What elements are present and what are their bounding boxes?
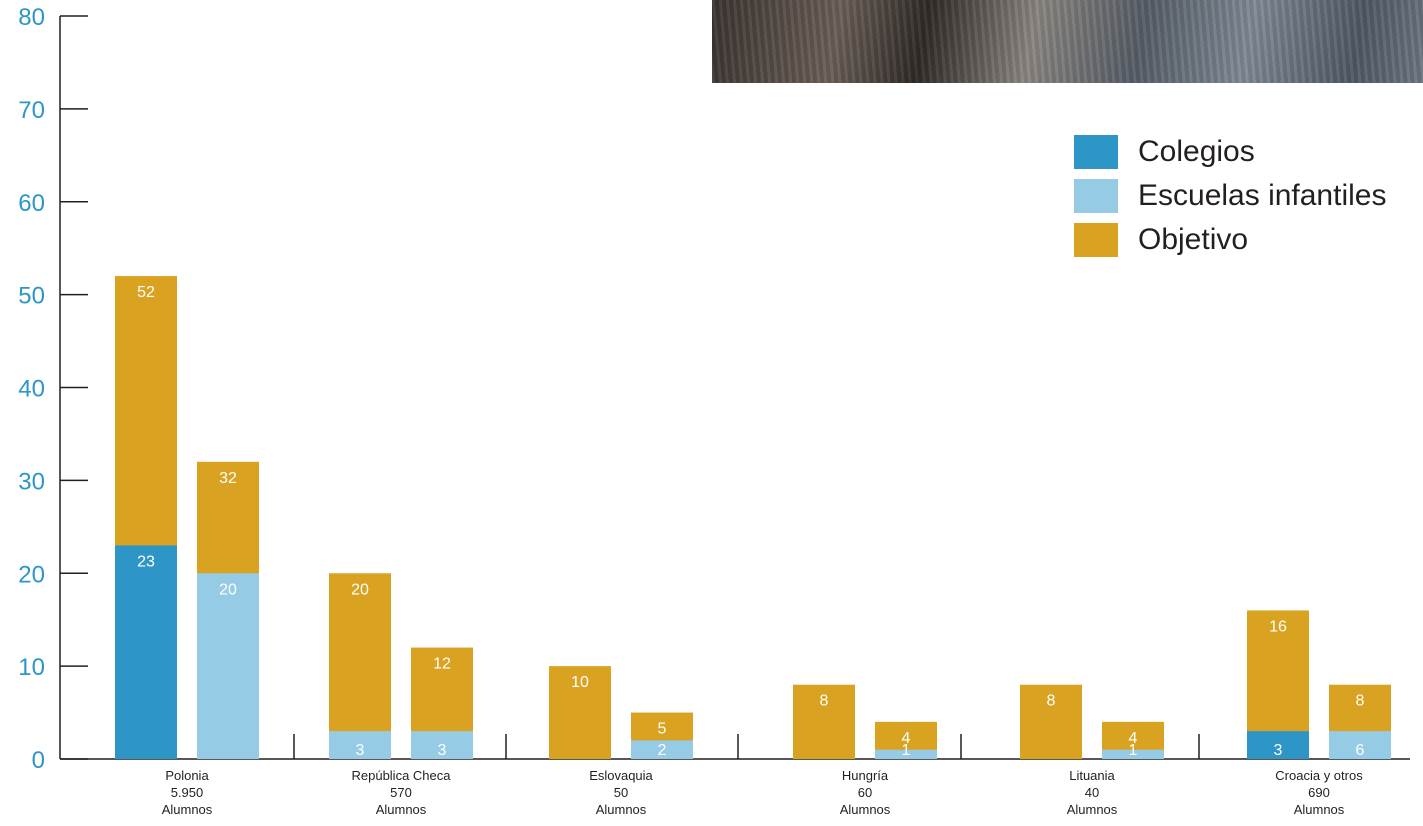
- category-name: Eslovaquia: [589, 768, 653, 783]
- data-label-base: 3: [1274, 742, 1283, 759]
- category-count: 5.950: [171, 785, 204, 800]
- y-tick-label: 0: [32, 747, 45, 774]
- data-label-objetivo: 4: [902, 730, 911, 747]
- data-label-objetivo: 32: [219, 470, 237, 487]
- data-label-objetivo: 5: [658, 721, 667, 738]
- bar-escuelas-infantiles: [875, 749, 937, 759]
- legend-item-colegios: Colegios: [1074, 130, 1386, 174]
- bar-escuelas-infantiles: [1102, 749, 1164, 759]
- y-tick-label: 70: [18, 97, 45, 124]
- category-unit: Alumnos: [162, 802, 213, 817]
- data-label-objetivo: 16: [1269, 618, 1287, 635]
- data-label-objetivo: 8: [820, 693, 829, 710]
- category-unit: Alumnos: [1067, 802, 1118, 817]
- bar-escuelas-infantiles: [1329, 731, 1391, 759]
- legend-label-colegios: Colegios: [1138, 135, 1255, 168]
- legend-item-objetivo: Objetivo: [1074, 218, 1386, 262]
- category-unit: Alumnos: [840, 802, 891, 817]
- category-unit: Alumnos: [1294, 802, 1345, 817]
- data-label-objetivo: 8: [1047, 693, 1056, 710]
- category-count: 40: [1085, 785, 1099, 800]
- legend-swatch-escuelas-infantiles: [1074, 179, 1118, 213]
- data-label-objetivo: 4: [1129, 730, 1138, 747]
- bar-escuelas-infantiles: [411, 731, 473, 759]
- bar-escuelas-infantiles: [329, 731, 391, 759]
- bar-escuelas-infantiles: [631, 740, 693, 759]
- data-label-objetivo: 10: [571, 674, 589, 691]
- category-name: Croacia y otros: [1275, 768, 1363, 783]
- data-label-base: 3: [356, 742, 365, 759]
- legend-label-objetivo: Objetivo: [1138, 223, 1249, 256]
- bar-escuelas-infantiles: [197, 573, 259, 759]
- category-name: República Checa: [351, 768, 451, 783]
- legend-label-escuelas-infantiles: Escuelas infantiles: [1138, 179, 1387, 212]
- header-photo: [712, 0, 1423, 83]
- y-tick-label: 50: [18, 283, 45, 310]
- data-label-base: 1: [902, 742, 911, 759]
- legend-swatch-objetivo: [1074, 223, 1118, 257]
- category-name: Hungría: [842, 768, 889, 783]
- data-label-objetivo: 12: [433, 656, 451, 673]
- bar-objetivo: [329, 573, 391, 759]
- data-label-objetivo: 20: [351, 581, 369, 598]
- data-label-base: 20: [219, 581, 237, 598]
- legend-item-escuelas-infantiles: Escuelas infantiles: [1074, 174, 1386, 218]
- bar-objetivo: [549, 666, 611, 759]
- y-tick-label: 10: [18, 654, 45, 681]
- category-count: 570: [390, 785, 412, 800]
- bar-objetivo: [1020, 684, 1082, 759]
- data-label-objetivo: 8: [1356, 693, 1365, 710]
- category-name: Lituania: [1069, 768, 1115, 783]
- chart-legend: Colegios Escuelas infantiles Objetivo: [1074, 130, 1386, 262]
- category-count: 690: [1308, 785, 1330, 800]
- bar-objetivo: [793, 684, 855, 759]
- y-tick-label: 20: [18, 561, 45, 588]
- category-unit: Alumnos: [596, 802, 647, 817]
- category-count: 60: [858, 785, 872, 800]
- data-label-base: 2: [658, 742, 667, 759]
- y-tick-label: 40: [18, 376, 45, 403]
- y-tick-label: 80: [18, 4, 45, 31]
- y-tick-label: 30: [18, 468, 45, 495]
- data-label-base: 3: [438, 742, 447, 759]
- bar-colegios: [1247, 731, 1309, 759]
- legend-swatch-colegios: [1074, 135, 1118, 169]
- y-tick-label: 60: [18, 190, 45, 217]
- data-label-objetivo: 52: [137, 284, 155, 301]
- data-label-base: 1: [1129, 742, 1138, 759]
- data-label-base: 23: [137, 553, 155, 570]
- category-name: Polonia: [165, 768, 209, 783]
- data-label-base: 6: [1356, 742, 1365, 759]
- category-count: 50: [614, 785, 628, 800]
- category-unit: Alumnos: [376, 802, 427, 817]
- bar-colegios: [115, 545, 177, 759]
